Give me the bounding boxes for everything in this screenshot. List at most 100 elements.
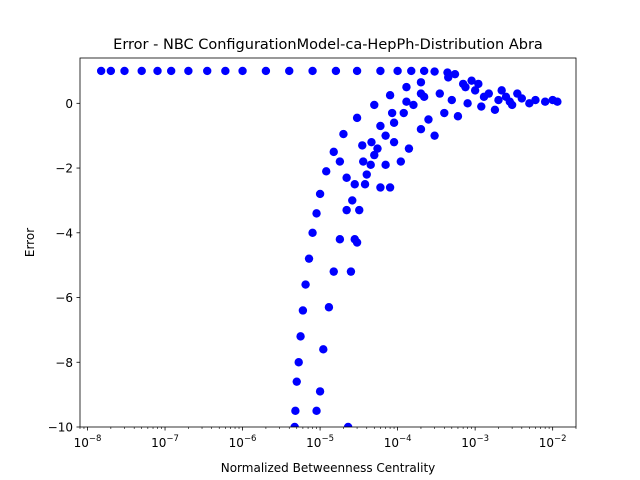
data-point xyxy=(335,235,345,244)
data-point xyxy=(409,100,418,110)
data-point xyxy=(238,66,247,76)
data-point xyxy=(358,141,367,150)
data-point xyxy=(440,108,449,118)
x-tick-label: 10−8 xyxy=(74,434,102,450)
data-point xyxy=(463,99,472,108)
data-point xyxy=(346,267,356,276)
data-point xyxy=(416,78,426,87)
y-tick-label: −2 xyxy=(55,162,73,176)
data-point xyxy=(290,422,299,427)
data-point xyxy=(419,92,429,102)
data-point xyxy=(435,89,444,98)
data-point xyxy=(407,66,416,76)
data-point xyxy=(450,69,460,79)
data-point xyxy=(292,377,301,386)
y-tick-label: −6 xyxy=(55,291,73,305)
data-point xyxy=(343,422,353,427)
data-point xyxy=(389,137,399,147)
x-axis: 10−8 10−7 10−6 10−5 10−4 10−3 10−2 xyxy=(74,427,577,450)
data-point xyxy=(166,66,176,76)
data-point xyxy=(301,280,310,289)
data-points xyxy=(96,66,562,427)
data-point xyxy=(355,205,364,215)
data-point xyxy=(399,108,408,118)
data-point xyxy=(385,183,395,192)
data-point xyxy=(352,113,362,123)
data-point xyxy=(261,66,271,76)
data-point xyxy=(494,95,503,105)
x-axis-label: Normalized Betweenness Centrality xyxy=(221,461,436,475)
data-point xyxy=(497,86,506,95)
data-point xyxy=(396,157,406,166)
data-point xyxy=(373,144,382,153)
x-tick-label: 10−5 xyxy=(306,434,334,450)
y-tick-label: −8 xyxy=(55,356,73,370)
data-point xyxy=(385,91,395,100)
data-point xyxy=(389,118,399,127)
data-point xyxy=(366,160,375,170)
data-point xyxy=(424,115,433,124)
y-axis-label: Error xyxy=(23,228,37,257)
data-point xyxy=(376,121,385,131)
data-point xyxy=(308,66,317,76)
data-point xyxy=(339,129,348,139)
data-point xyxy=(443,68,452,77)
data-point xyxy=(312,406,321,416)
data-point xyxy=(203,66,212,76)
data-point xyxy=(285,66,294,76)
data-point xyxy=(474,79,483,89)
data-point xyxy=(477,102,486,111)
plot-area xyxy=(79,57,577,428)
data-point xyxy=(137,66,146,76)
data-point xyxy=(153,66,162,76)
data-point xyxy=(350,180,359,189)
data-point xyxy=(381,131,390,140)
data-point xyxy=(96,66,106,76)
data-point xyxy=(447,95,456,105)
x-tick-label: 10−4 xyxy=(384,434,412,450)
data-point xyxy=(360,180,370,189)
data-point xyxy=(393,66,402,76)
data-point xyxy=(470,86,480,95)
data-point xyxy=(553,97,562,106)
data-point xyxy=(467,76,476,85)
data-point xyxy=(221,66,230,76)
data-point xyxy=(106,66,116,76)
data-point xyxy=(362,170,371,179)
x-tick-label: 10−2 xyxy=(539,434,567,450)
data-point xyxy=(184,66,193,76)
data-point xyxy=(453,112,463,121)
y-tick-label: −4 xyxy=(55,226,73,240)
data-point xyxy=(296,332,305,341)
data-point xyxy=(304,254,314,263)
data-point xyxy=(315,189,325,199)
y-tick-label: −10 xyxy=(48,421,73,435)
data-point xyxy=(312,209,321,218)
data-point xyxy=(352,66,362,76)
x-tick-label: 10−3 xyxy=(461,434,489,450)
data-point xyxy=(331,66,341,76)
data-point xyxy=(120,66,129,76)
data-point xyxy=(376,183,385,192)
data-point xyxy=(294,358,303,367)
data-point xyxy=(430,67,439,76)
data-point xyxy=(335,157,345,166)
data-point xyxy=(513,89,522,98)
data-point xyxy=(359,157,368,166)
data-point xyxy=(505,97,514,106)
data-point xyxy=(402,97,411,106)
data-point xyxy=(329,267,338,276)
data-point xyxy=(370,150,379,160)
data-point xyxy=(430,131,439,140)
x-tick-label: 10−6 xyxy=(229,434,257,450)
data-point xyxy=(381,160,390,170)
data-point xyxy=(387,108,397,118)
data-point xyxy=(329,147,338,157)
data-point xyxy=(315,387,325,396)
data-point xyxy=(291,406,300,416)
data-point xyxy=(531,95,540,105)
chart-title: Error - NBC ConfigurationModel-ca-HepPh-… xyxy=(113,37,543,53)
data-point xyxy=(298,306,308,315)
